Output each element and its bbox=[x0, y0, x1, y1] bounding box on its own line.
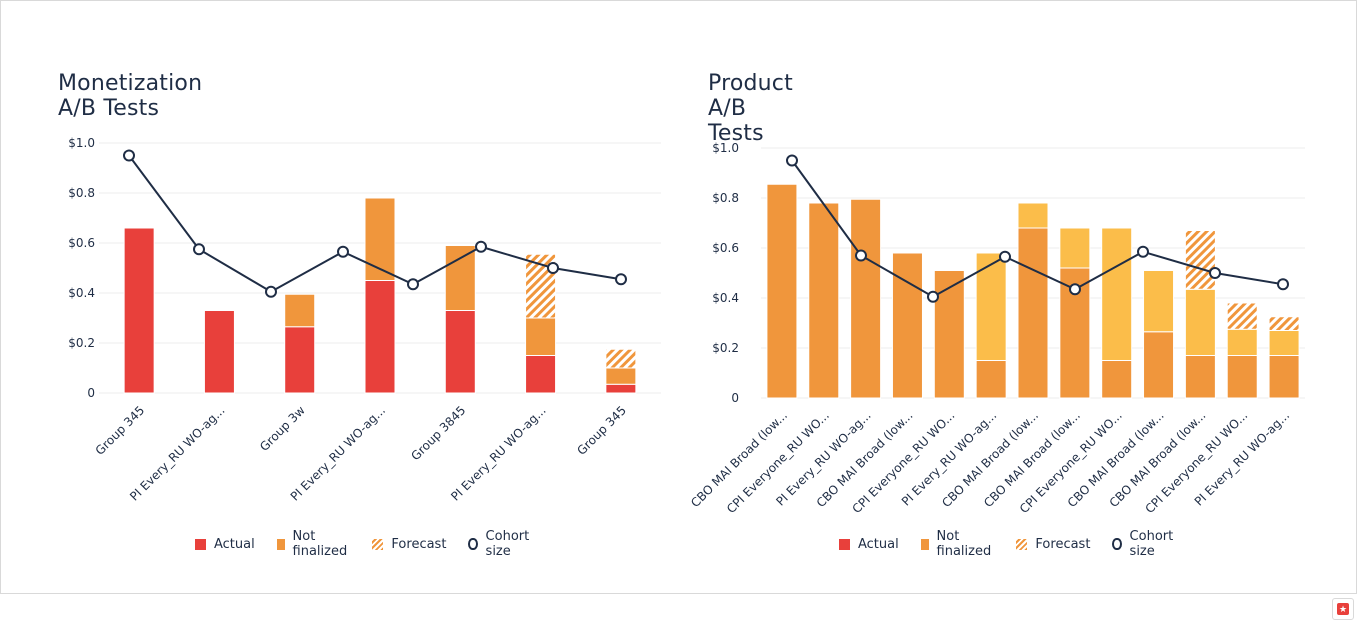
bar-not-finalized-light[interactable] bbox=[975, 252, 1007, 361]
legend-forecast-label: Forecast bbox=[391, 536, 447, 552]
y-tick-label: $0.2 bbox=[68, 336, 95, 350]
bar-forecast[interactable] bbox=[1184, 230, 1216, 290]
cohort-size-point[interactable] bbox=[855, 249, 867, 262]
legend-forecast[interactable]: Forecast bbox=[1016, 537, 1090, 552]
bar-actual[interactable] bbox=[284, 326, 316, 394]
bar-not-finalized[interactable] bbox=[444, 245, 476, 311]
bar-not-finalized[interactable] bbox=[1143, 331, 1175, 399]
bar-not-finalized-light[interactable] bbox=[1226, 328, 1258, 356]
bar-not-finalized[interactable] bbox=[808, 202, 840, 399]
bar-not-finalized-light[interactable] bbox=[1059, 227, 1091, 269]
cohort-size-point[interactable] bbox=[1069, 283, 1081, 296]
cohort-size-point[interactable] bbox=[1137, 245, 1149, 258]
legend-not-finalized-label: Not finalized bbox=[292, 529, 348, 559]
cohort-size-point[interactable] bbox=[927, 290, 939, 303]
y-tick-label: $0.8 bbox=[68, 186, 95, 200]
legend-not-finalized[interactable]: Not finalized bbox=[920, 529, 995, 559]
legend-forecast[interactable]: Forecast bbox=[372, 537, 446, 552]
bar-not-finalized[interactable] bbox=[1017, 227, 1049, 399]
cohort-size-point[interactable] bbox=[337, 245, 349, 258]
bar-actual[interactable] bbox=[525, 355, 557, 394]
not-finalized-swatch-icon bbox=[276, 538, 285, 550]
legend-actual-label: Actual bbox=[858, 536, 899, 552]
bar-not-finalized-light[interactable] bbox=[1184, 288, 1216, 356]
monetization-title: Monetization A/B Tests bbox=[58, 71, 203, 121]
y-tick-label: $0.4 bbox=[68, 286, 95, 300]
y-tick-label: $0.6 bbox=[712, 241, 739, 255]
cohort-size-point[interactable] bbox=[615, 273, 627, 286]
y-tick-label: $0.8 bbox=[712, 191, 739, 205]
legend-actual[interactable]: Actual bbox=[839, 537, 899, 552]
legend-cohort-size[interactable]: Cohort size bbox=[468, 529, 532, 559]
bar-actual[interactable] bbox=[123, 227, 155, 394]
bar-not-finalized[interactable] bbox=[850, 198, 882, 399]
cohort-size-circle-icon bbox=[468, 538, 478, 550]
bar-not-finalized[interactable] bbox=[933, 270, 965, 399]
actual-swatch-icon bbox=[839, 538, 850, 550]
y-tick-label: $1.0 bbox=[712, 141, 739, 155]
bar-not-finalized[interactable] bbox=[1184, 355, 1216, 399]
bar-forecast[interactable] bbox=[1226, 302, 1258, 330]
bar-forecast[interactable] bbox=[1268, 316, 1300, 331]
star-badge-icon[interactable]: ★ bbox=[1332, 598, 1354, 620]
bar-not-finalized[interactable] bbox=[1268, 355, 1300, 399]
bar-not-finalized[interactable] bbox=[766, 183, 798, 399]
bar-not-finalized-light[interactable] bbox=[1101, 227, 1133, 361]
cohort-size-line bbox=[791, 159, 1284, 298]
y-tick-label: $1.0 bbox=[68, 136, 95, 150]
cohort-size-circle-icon bbox=[1112, 538, 1122, 550]
bar-not-finalized[interactable] bbox=[284, 293, 316, 328]
y-tick-label: $0.6 bbox=[68, 236, 95, 250]
actual-swatch-icon bbox=[195, 538, 206, 550]
bar-not-finalized-light[interactable] bbox=[1143, 270, 1175, 333]
bar-forecast[interactable] bbox=[605, 348, 637, 369]
bar-not-finalized-light[interactable] bbox=[1017, 202, 1049, 229]
cohort-size-point[interactable] bbox=[265, 285, 277, 298]
bar-not-finalized[interactable] bbox=[525, 317, 557, 356]
cohort-size-point[interactable] bbox=[1209, 267, 1221, 279]
forecast-swatch-icon bbox=[1016, 538, 1028, 550]
y-tick-label: 0 bbox=[731, 391, 739, 405]
legend-cohort-size[interactable]: Cohort size bbox=[1112, 529, 1176, 559]
bar-not-finalized[interactable] bbox=[364, 197, 396, 281]
cohort-size-point[interactable] bbox=[1277, 278, 1289, 291]
bar-not-finalized[interactable] bbox=[1101, 360, 1133, 399]
legend-not-finalized-label: Not finalized bbox=[936, 529, 992, 559]
legend-cohort-size-label: Cohort size bbox=[485, 529, 530, 559]
bar-actual[interactable] bbox=[203, 310, 235, 394]
legend-actual[interactable]: Actual bbox=[195, 537, 255, 552]
legend-not-finalized[interactable]: Not finalized bbox=[276, 529, 351, 559]
bar-not-finalized[interactable] bbox=[891, 252, 923, 399]
cohort-size-point[interactable] bbox=[193, 243, 205, 256]
product-title: Product A/B Tests bbox=[708, 71, 793, 146]
not-finalized-swatch-icon bbox=[920, 538, 929, 550]
y-tick-label: $0.2 bbox=[712, 341, 739, 355]
cohort-size-point[interactable] bbox=[407, 278, 419, 291]
legend-cohort-size-label: Cohort size bbox=[1129, 529, 1174, 559]
cohort-size-line bbox=[128, 154, 622, 293]
bar-actual[interactable] bbox=[444, 310, 476, 394]
bar-not-finalized[interactable] bbox=[1226, 355, 1258, 399]
legend-forecast-label: Forecast bbox=[1035, 536, 1091, 552]
cohort-size-point[interactable] bbox=[547, 262, 559, 274]
forecast-swatch-icon bbox=[372, 538, 384, 550]
cohort-size-point[interactable] bbox=[123, 149, 135, 162]
cohort-size-point[interactable] bbox=[999, 250, 1011, 263]
product-legend: Actual Not finalized Forecast Cohort siz… bbox=[839, 529, 1176, 559]
y-tick-label: 0 bbox=[87, 386, 95, 400]
y-tick-label: $0.4 bbox=[712, 291, 739, 305]
bar-not-finalized-light[interactable] bbox=[1268, 330, 1300, 356]
monetization-legend: Actual Not finalized Forecast Cohort siz… bbox=[195, 529, 532, 559]
bar-actual[interactable] bbox=[364, 280, 396, 394]
cohort-size-point[interactable] bbox=[475, 240, 487, 253]
cohort-size-point[interactable] bbox=[786, 154, 798, 167]
legend-actual-label: Actual bbox=[214, 536, 255, 552]
dashboard-frame: Monetization A/B Tests 0 $0.2 $0.4 $0.6 $0.8… bbox=[0, 0, 1357, 594]
bar-not-finalized[interactable] bbox=[975, 360, 1007, 399]
